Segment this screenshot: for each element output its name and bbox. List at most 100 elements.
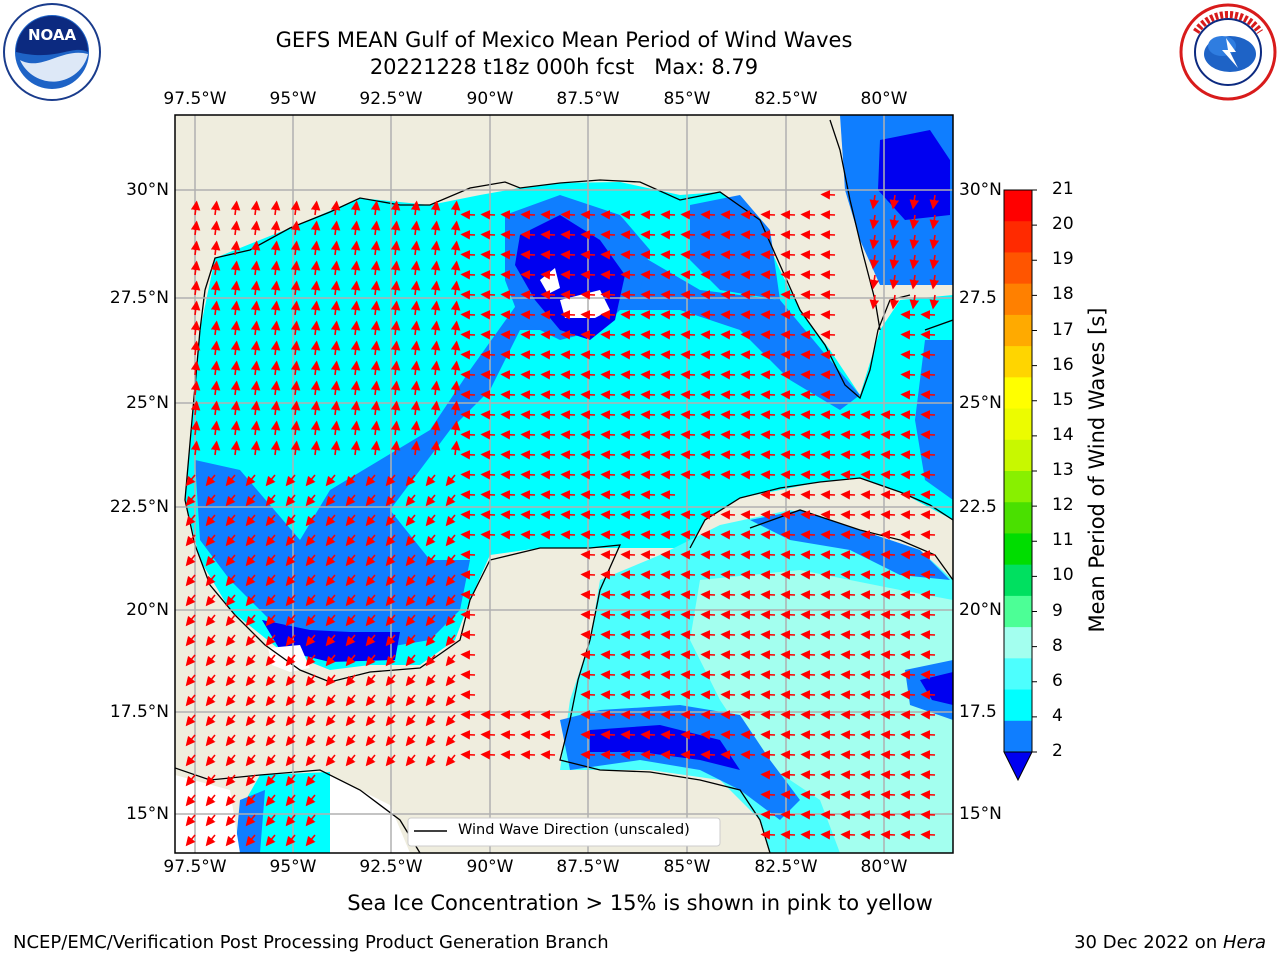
wave-arrow: [305, 614, 316, 627]
wave-arrow: [620, 249, 636, 260]
wave-arrow: [880, 589, 896, 600]
wave-arrow: [640, 569, 656, 580]
wave-arrow: [840, 589, 856, 600]
wave-arrow: [760, 489, 776, 500]
wave-arrow: [265, 514, 276, 527]
wave-arrow: [900, 389, 916, 400]
wave-arrow: [700, 749, 716, 760]
wave-arrow: [350, 340, 361, 356]
wave-arrow: [345, 734, 356, 747]
wave-arrow: [350, 240, 361, 256]
wave-arrow: [305, 534, 316, 547]
wave-arrow: [225, 834, 236, 847]
wave-arrow: [620, 549, 636, 560]
wave-arrow: [869, 234, 880, 250]
wave-arrow: [920, 309, 936, 320]
wave-arrow: [290, 220, 301, 236]
wave-arrow: [640, 689, 656, 700]
wave-arrow: [540, 209, 556, 220]
colorbar-segment: [1004, 408, 1032, 441]
wave-arrow: [245, 594, 256, 607]
wave-arrow: [600, 549, 616, 560]
wave-arrow: [900, 369, 916, 380]
wave-arrow: [430, 200, 441, 216]
wave-arrow: [185, 634, 196, 647]
wave-arrow: [480, 449, 496, 460]
wave-arrow: [410, 320, 421, 336]
wave-arrow: [270, 220, 281, 236]
wave-arrow: [245, 794, 256, 807]
wave-arrow: [205, 594, 216, 607]
wave-arrow: [205, 834, 216, 847]
wave-arrow: [245, 554, 256, 567]
wave-arrow: [900, 549, 916, 560]
wave-arrow: [620, 289, 636, 300]
wave-arrow: [290, 340, 301, 356]
wave-arrow: [350, 380, 361, 396]
wave-arrow: [800, 489, 816, 500]
wave-arrow: [700, 289, 716, 300]
wave-arrow: [410, 300, 421, 316]
wave-arrow: [460, 389, 476, 400]
wave-arrow: [900, 729, 916, 740]
wave-arrow: [580, 469, 596, 480]
wave-arrow: [700, 709, 716, 720]
wave-arrow: [325, 714, 336, 727]
wave-arrow: [290, 360, 301, 376]
wave-arrow: [640, 529, 656, 540]
wave-arrow: [840, 489, 856, 500]
wave-arrow: [480, 749, 496, 760]
colorbar-segment: [1004, 689, 1032, 722]
wave-arrow: [540, 349, 556, 360]
wave-arrow: [760, 509, 776, 520]
wave-arrow: [640, 749, 656, 760]
wave-arrow: [305, 694, 316, 707]
wave-arrow: [780, 549, 796, 560]
wave-arrow: [265, 554, 276, 567]
wave-arrow: [880, 829, 896, 840]
wave-arrow: [325, 534, 336, 547]
wave-arrow: [520, 429, 536, 440]
wave-arrow: [560, 409, 576, 420]
wave-arrow: [520, 489, 536, 500]
wave-arrow: [520, 249, 536, 260]
wave-arrow: [620, 369, 636, 380]
wave-arrow: [820, 709, 836, 720]
wave-arrow: [425, 714, 436, 727]
wave-arrow: [425, 694, 436, 707]
wave-arrow: [580, 369, 596, 380]
wave-arrow: [225, 554, 236, 567]
wave-arrow: [410, 260, 421, 276]
wave-arrow: [560, 229, 576, 240]
wave-arrow: [450, 220, 461, 236]
wave-arrow: [205, 714, 216, 727]
wave-arrow: [760, 409, 776, 420]
wave-arrow: [860, 449, 876, 460]
wave-arrow: [370, 380, 381, 396]
wave-arrow: [500, 709, 516, 720]
wave-arrow: [580, 449, 596, 460]
wave-arrow: [365, 654, 376, 667]
wave-arrow: [345, 554, 356, 567]
wave-arrow: [760, 389, 776, 400]
wave-arrow: [740, 469, 756, 480]
wave-arrow: [600, 329, 616, 340]
wave-arrow: [185, 654, 196, 667]
wave-arrow: [700, 229, 716, 240]
wave-arrow: [580, 349, 596, 360]
wave-arrow: [265, 634, 276, 647]
wave-arrow: [405, 514, 416, 527]
colorbar-tick-label: 8: [1052, 635, 1063, 656]
wave-arrow: [185, 714, 196, 727]
wave-arrow: [900, 529, 916, 540]
wave-arrow: [350, 360, 361, 376]
wave-arrow: [370, 420, 381, 436]
colorbar-segment: [1004, 627, 1032, 659]
wave-arrow: [720, 289, 736, 300]
wave-arrow: [920, 609, 936, 620]
wave-arrow: [500, 329, 516, 340]
wave-arrow: [869, 254, 880, 270]
wave-arrow: [430, 440, 441, 456]
lon-label: 97.5°W: [163, 89, 227, 109]
wave-arrow: [410, 280, 421, 296]
